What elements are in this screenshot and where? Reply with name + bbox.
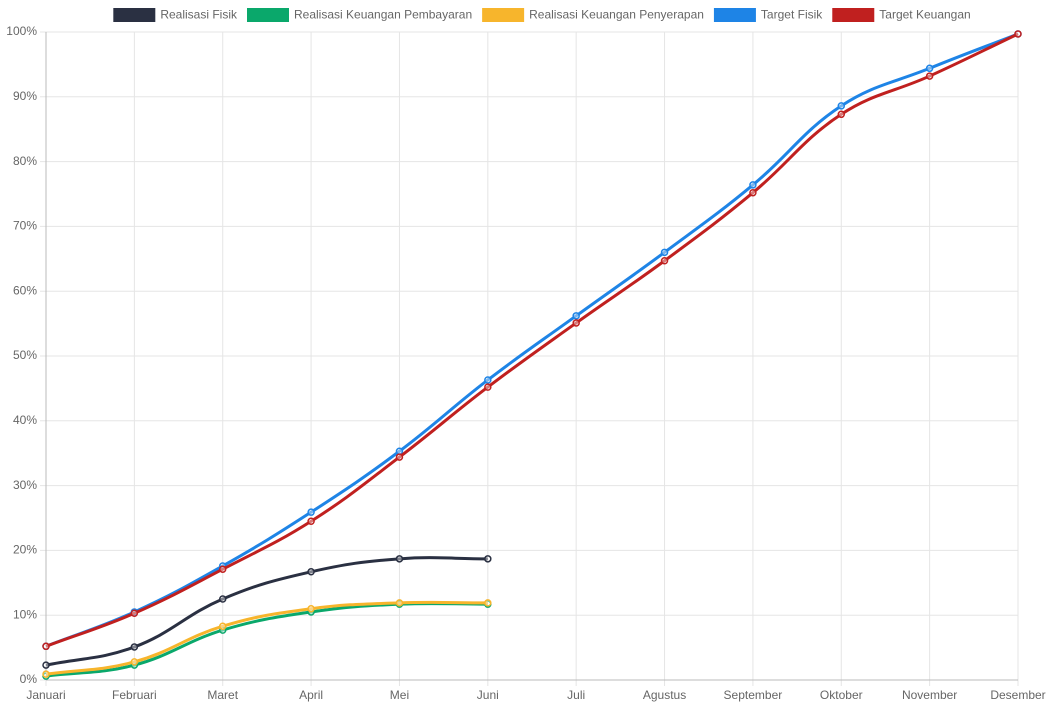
data-point [925,72,934,80]
y-tick-label: 10% [13,607,37,621]
series-line [45,556,488,667]
x-tick-label: November [902,688,957,702]
data-point [925,64,934,73]
y-tick-label: 100% [6,24,37,38]
legend-label: Target Fisik [761,8,823,22]
data-point [307,604,315,613]
y-tick-label: 90% [13,89,37,103]
data-point [837,110,846,119]
data-point [572,319,580,327]
data-point [749,188,757,197]
data-point [130,658,139,666]
series-line [45,32,1019,648]
data-point [484,376,492,384]
x-tick-label: Februari [112,688,157,702]
data-point [307,508,315,516]
data-point [749,181,757,189]
x-tick-label: Agustus [643,688,686,702]
y-tick-label: 0% [20,672,38,686]
legend-label: Realisasi Fisik [160,8,238,22]
x-tick-label: Juni [477,688,499,702]
legend-label: Target Keuangan [879,8,970,22]
data-point [660,248,669,257]
data-point [42,642,50,651]
data-point [484,555,492,563]
data-point [572,312,580,320]
x-tick-label: Juli [567,688,585,702]
y-tick-label: 60% [13,283,37,297]
data-point [395,555,404,563]
x-tick-label: Desember [990,688,1045,702]
y-tick-label: 40% [13,413,37,427]
x-tick-label: September [724,688,783,702]
data-point [660,256,669,265]
legend-label: Realisasi Keuangan Penyerapan [529,8,704,22]
series-line [45,600,488,676]
data-point [130,643,139,651]
data-point [218,565,227,573]
legend: Realisasi Fisik Realisasi Keuangan Pembay… [113,8,971,22]
x-tick-label: April [299,688,323,702]
legend-swatch [247,8,289,22]
data-point [218,622,227,630]
legend-label: Realisasi Keuangan Pembayaran [294,8,472,22]
data-point [837,102,846,110]
data-point [307,568,315,576]
data-point [1014,30,1022,38]
y-tick-label: 70% [13,219,37,233]
data-point [395,599,404,607]
y-tick-label: 20% [13,543,37,557]
data-point [307,517,315,525]
legend-swatch [832,8,875,22]
data-point [42,661,50,669]
data-point [218,595,227,603]
data-point [395,453,404,461]
data-point [130,609,139,618]
x-tick-label: Januari [26,688,65,702]
y-tick-label: 50% [13,348,37,362]
y-tick-label: 30% [13,478,37,492]
x-tick-label: Maret [207,688,238,702]
data-point [484,383,492,391]
y-tick-label: 80% [13,154,37,168]
x-tick-label: Oktober [820,688,863,702]
legend-swatch [113,8,156,22]
legend-swatch [482,8,525,22]
x-tick-label: Mei [390,688,409,702]
legend-swatch [713,8,756,22]
series-line [45,32,1019,648]
data-point [42,670,50,678]
data-point [484,599,492,607]
